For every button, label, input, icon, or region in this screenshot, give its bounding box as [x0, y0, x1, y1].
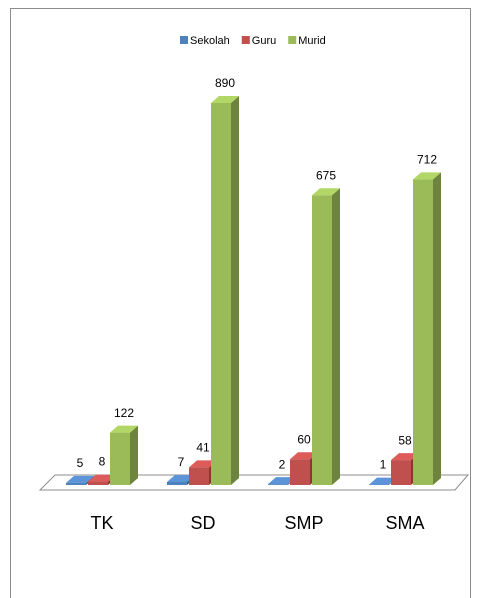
bar-front [211, 103, 231, 485]
legend-label: Guru [252, 35, 276, 47]
bar-top [268, 477, 296, 485]
bar [211, 96, 239, 485]
data-label: 712 [417, 153, 437, 167]
bar-top [413, 172, 441, 180]
bar-front [189, 467, 209, 485]
data-label: 58 [398, 433, 412, 447]
legend-swatch [180, 36, 188, 44]
bar-top [312, 188, 340, 196]
bar [312, 188, 340, 486]
bar-top [290, 452, 318, 460]
bar-top [66, 475, 94, 483]
bar-front [312, 195, 332, 486]
bar-top [88, 474, 116, 482]
bar-front [413, 179, 433, 485]
legend: Sekolah Guru Murid [180, 35, 326, 47]
bar-top [369, 477, 397, 485]
bar-front [88, 481, 108, 485]
bar-side [130, 425, 138, 485]
data-label: 675 [316, 168, 336, 182]
bar-front [66, 482, 86, 485]
bar-side [433, 172, 441, 485]
bar-top [167, 474, 195, 482]
bar-front [290, 459, 310, 485]
x-tick-label: TK [90, 513, 113, 533]
data-label: 8 [99, 455, 106, 469]
legend-label: Murid [298, 35, 326, 47]
bar-top [189, 460, 217, 468]
data-label: 1 [380, 458, 387, 472]
bar-front [110, 432, 130, 485]
bar-side [332, 188, 340, 486]
bar-side [231, 96, 239, 485]
bar-top [110, 425, 138, 433]
data-label: 2 [279, 457, 286, 471]
x-tick-label: SMP [284, 513, 323, 533]
bar-front [167, 481, 187, 485]
legend-swatch [241, 36, 250, 44]
data-label: 60 [297, 432, 311, 446]
x-tick-label: SD [190, 513, 215, 533]
legend-swatch [288, 36, 297, 44]
bar-top [391, 453, 419, 461]
bar-top [211, 96, 239, 103]
data-label: 122 [114, 406, 134, 420]
floor [38, 474, 470, 491]
x-tick-label: SMA [385, 513, 424, 533]
bar [110, 425, 138, 485]
data-label: 5 [77, 456, 84, 470]
bar [413, 172, 441, 485]
bar-front [268, 484, 288, 485]
legend-label: Sekolah [190, 35, 230, 47]
bar-front [391, 460, 411, 485]
data-label: 7 [178, 455, 185, 469]
data-label: 890 [215, 76, 235, 90]
chart-frame [10, 8, 471, 598]
data-label: 41 [196, 441, 210, 455]
